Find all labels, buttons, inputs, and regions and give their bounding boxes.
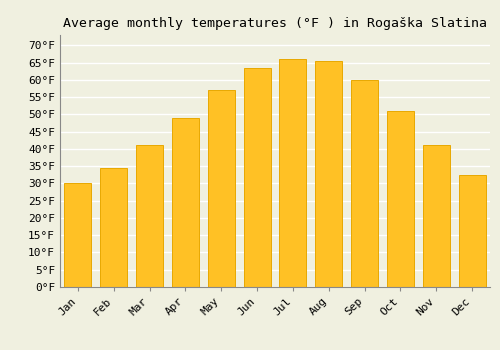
Bar [244, 68, 270, 287]
Bar [100, 168, 127, 287]
Bar [280, 59, 306, 287]
Bar [316, 61, 342, 287]
Bar [387, 111, 414, 287]
Title: Average monthly temperatures (°F ) in Rogaška Slatina: Average monthly temperatures (°F ) in Ro… [63, 17, 487, 30]
Bar [458, 175, 485, 287]
Bar [208, 90, 234, 287]
Bar [423, 146, 450, 287]
Bar [136, 146, 163, 287]
Bar [351, 80, 378, 287]
Bar [172, 118, 199, 287]
Bar [64, 183, 92, 287]
